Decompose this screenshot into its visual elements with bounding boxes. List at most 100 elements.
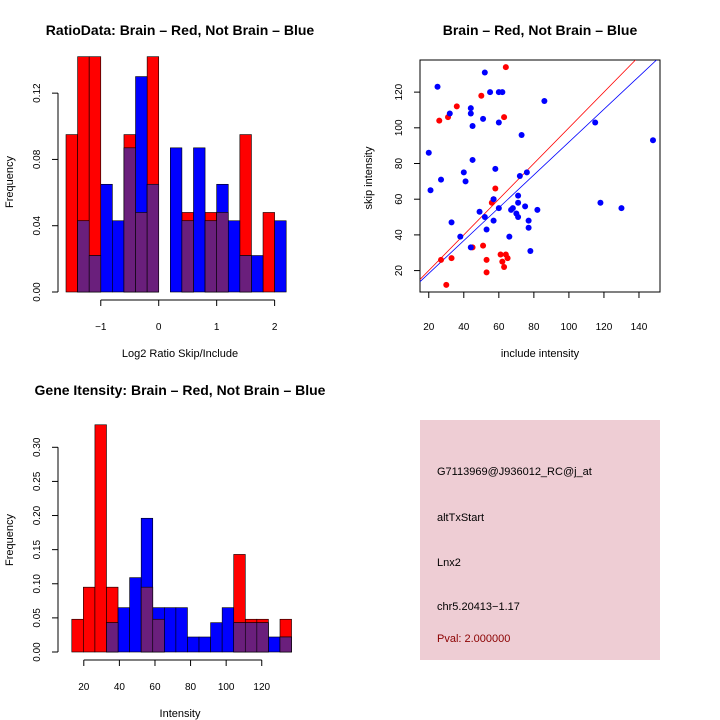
brain-point — [436, 117, 443, 124]
not-brain-point — [427, 187, 434, 194]
y-tick-label: 0.15 — [32, 539, 43, 559]
y-tick-label: 0.20 — [32, 505, 43, 525]
y-tick-label: 40 — [394, 229, 405, 241]
info-panel: G7113969@J936012_RC@j_at altTxStart Lnx2… — [420, 420, 660, 660]
scatter-ylabel: skip intensity — [363, 146, 375, 209]
y-tick-label: 0.00 — [32, 282, 43, 302]
overlap-bar — [279, 636, 292, 653]
brain-bar — [83, 586, 96, 653]
blue-regression-line — [420, 60, 658, 282]
not-brain-point — [490, 217, 497, 224]
not-brain-bar — [251, 255, 264, 293]
not-brain-bar — [129, 577, 142, 653]
not-brain-point — [515, 192, 522, 199]
intensity-histogram-axes: 20 40 60 80 100 120 0.00 0.05 0.10 0.15 0.20 0.25 0.… — [32, 437, 271, 693]
brain-point — [502, 64, 509, 71]
x-tick-label: 20 — [78, 682, 90, 693]
scatter-title: Brain – Red, Not Brain – Blue — [443, 22, 638, 38]
not-brain-point — [495, 205, 502, 212]
not-brain-point — [509, 205, 516, 212]
y-tick-label: 20 — [394, 265, 405, 277]
probe-id-text: G7113969@J936012_RC@j_at — [437, 466, 592, 478]
not-brain-point — [481, 214, 488, 221]
not-brain-point — [618, 205, 625, 212]
not-brain-point — [499, 89, 506, 96]
brain-bar — [262, 212, 275, 293]
x-tick-label: 2 — [272, 322, 278, 333]
not-brain-point — [597, 199, 604, 206]
scatter-reference-lines — [420, 60, 658, 282]
not-brain-bar — [227, 220, 241, 293]
not-brain-point — [525, 217, 532, 224]
x-tick-label: −1 — [95, 322, 107, 333]
x-tick-label: 40 — [458, 322, 470, 333]
brain-point — [438, 256, 445, 263]
not-brain-point — [448, 219, 455, 226]
x-tick-label: 60 — [493, 322, 505, 333]
not-brain-point — [434, 83, 441, 90]
brain-point — [448, 255, 455, 262]
not-brain-point — [649, 137, 656, 144]
not-brain-point — [541, 98, 548, 105]
overlap-bar — [135, 212, 148, 293]
not-brain-bar — [198, 636, 211, 653]
not-brain-point — [527, 247, 534, 254]
not-brain-point — [476, 208, 483, 215]
y-tick-label: 0.10 — [32, 574, 43, 594]
not-brain-point — [481, 69, 488, 76]
not-brain-point — [523, 169, 530, 176]
brain-point — [492, 185, 499, 192]
x-tick-label: 80 — [528, 322, 540, 333]
brain-point — [478, 92, 485, 99]
brain-point — [497, 251, 504, 258]
not-brain-bar — [112, 220, 125, 293]
pval-text: Pval: 2.000000 — [437, 633, 510, 645]
overlap-bar — [88, 255, 102, 293]
not-brain-point — [462, 178, 469, 185]
not-brain-point — [515, 199, 522, 206]
overlap-bar — [181, 220, 194, 293]
x-tick-label: 140 — [631, 322, 648, 333]
x-tick-label: 1 — [214, 322, 220, 333]
not-brain-point — [446, 110, 453, 117]
brain-bar — [65, 134, 78, 293]
not-brain-point — [483, 226, 490, 233]
x-tick-label: 120 — [596, 322, 613, 333]
intensity-histogram-panel: Gene Itensity: Brain – Red, Not Brain – … — [4, 382, 326, 720]
not-brain-point — [425, 149, 432, 156]
x-tick-label: 100 — [561, 322, 578, 333]
brain-point — [504, 255, 511, 262]
not-brain-point — [438, 176, 445, 183]
scatter-axes: 20 40 60 80 100 120 140 20 40 60 80 100 120 — [394, 83, 648, 333]
not-brain-point — [492, 165, 499, 172]
not-brain-point — [467, 105, 474, 112]
scatter-xlabel: include intensity — [501, 348, 580, 360]
ratio-histogram-xlabel: Log2 Ratio Skip/Include — [122, 348, 238, 360]
brain-bar — [71, 618, 84, 653]
brain-point — [483, 256, 490, 263]
not-brain-point — [469, 123, 476, 130]
brain-point — [453, 103, 460, 110]
y-tick-label: 0.12 — [32, 83, 43, 103]
not-brain-bar — [175, 607, 188, 653]
not-brain-bar — [268, 636, 281, 653]
ratio-histogram-ylabel: Frequency — [4, 156, 16, 208]
not-brain-point — [467, 110, 474, 117]
not-brain-bar — [164, 607, 177, 653]
overlap-bar — [77, 220, 90, 293]
not-brain-bar — [193, 147, 206, 293]
overlap-bar — [216, 212, 229, 293]
x-tick-label: 80 — [185, 682, 197, 693]
not-brain-point — [522, 203, 529, 210]
y-tick-label: 0.08 — [32, 149, 43, 169]
overlap-bar — [239, 255, 252, 293]
y-tick-label: 0.04 — [32, 216, 43, 236]
intensity-histogram-title: Gene Itensity: Brain – Red, Not Brain – … — [35, 382, 326, 398]
overlap-bar — [233, 622, 246, 653]
overlap-bar — [244, 622, 258, 653]
not-brain-point — [592, 119, 599, 126]
info-box — [420, 420, 660, 660]
x-tick-label: 20 — [423, 322, 435, 333]
not-brain-point — [480, 115, 487, 122]
